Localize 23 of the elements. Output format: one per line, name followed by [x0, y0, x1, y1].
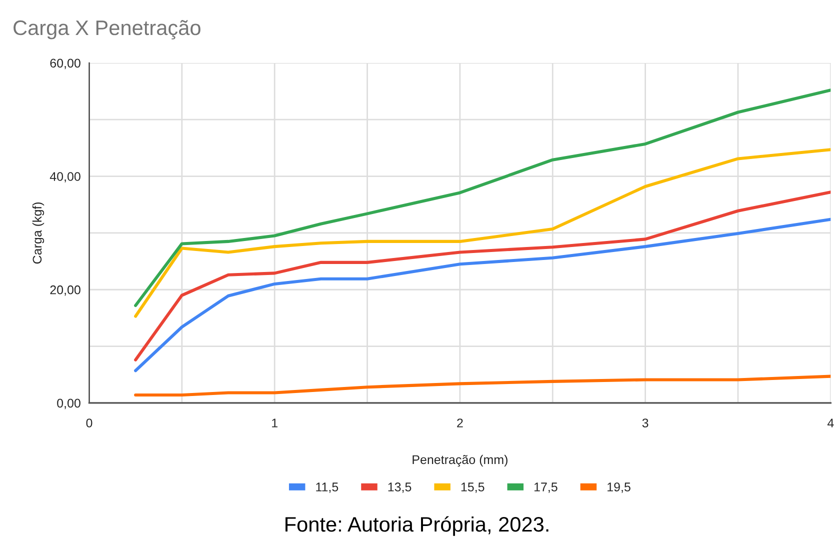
y-tick-label: 20,00 — [50, 285, 80, 296]
line-series — [134, 190, 831, 362]
line-series — [134, 148, 831, 318]
y-tick-label: 40,00 — [50, 172, 80, 182]
x-tick-label: 1 — [272, 418, 278, 428]
legend-label: 19,5 — [608, 482, 630, 493]
legend-label: 17,5 — [534, 482, 558, 493]
y-tick-label: 0,00 — [57, 398, 80, 410]
source-note: Fonte: Autoria Própria, 2023. — [286, 516, 548, 536]
x-tick-label: 4 — [827, 418, 834, 428]
chart-title: Carga X Penetração — [14, 20, 200, 40]
legend-label: 13,5 — [388, 482, 412, 493]
line-series — [134, 374, 831, 397]
x-tick-label: 2 — [457, 418, 463, 428]
x-tick-label: 0 — [86, 418, 92, 428]
y-tick-label: 60,00 — [50, 58, 80, 70]
legend-label: 15,5 — [461, 482, 484, 493]
line-series — [134, 88, 831, 308]
line-series — [134, 218, 831, 372]
x-axis-title: Penetração (mm) — [412, 454, 508, 467]
y-axis-title: Carga (kgf) — [32, 202, 44, 264]
legend-label: 11,5 — [316, 482, 338, 493]
x-tick-label: 3 — [642, 418, 648, 428]
